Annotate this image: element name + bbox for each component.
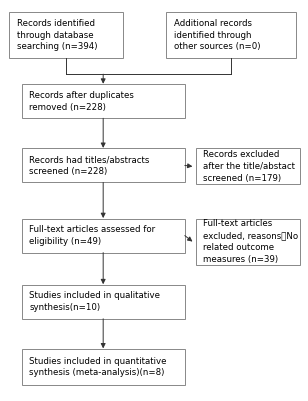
Text: Records had titles/abstracts
screened (n=228): Records had titles/abstracts screened (n…: [29, 155, 150, 176]
Text: Full-text articles assessed for
eligibility (n=49): Full-text articles assessed for eligibil…: [29, 225, 155, 246]
Text: Records identified
through database
searching (n=394): Records identified through database sear…: [17, 19, 97, 51]
FancyBboxPatch shape: [166, 12, 296, 58]
Text: Additional records
identified through
other sources (n=0): Additional records identified through ot…: [174, 19, 261, 51]
Text: Records after duplicates
removed (n=228): Records after duplicates removed (n=228): [29, 91, 134, 111]
FancyBboxPatch shape: [9, 12, 123, 58]
FancyBboxPatch shape: [22, 219, 185, 253]
Text: Full-text articles
excluded, reasons：No
related outcome
measures (n=39): Full-text articles excluded, reasons：No …: [203, 219, 298, 264]
FancyBboxPatch shape: [196, 219, 300, 265]
FancyBboxPatch shape: [22, 349, 185, 385]
FancyBboxPatch shape: [196, 148, 300, 184]
Text: Studies included in quantitative
synthesis (meta-analysis)(n=8): Studies included in quantitative synthes…: [29, 356, 167, 377]
FancyBboxPatch shape: [22, 285, 185, 319]
FancyBboxPatch shape: [22, 148, 185, 182]
Text: Studies included in qualitative
synthesis(n=10): Studies included in qualitative synthesi…: [29, 292, 160, 312]
Text: Records excluded
after the title/abstact
screened (n=179): Records excluded after the title/abstact…: [203, 150, 295, 183]
FancyBboxPatch shape: [22, 84, 185, 118]
